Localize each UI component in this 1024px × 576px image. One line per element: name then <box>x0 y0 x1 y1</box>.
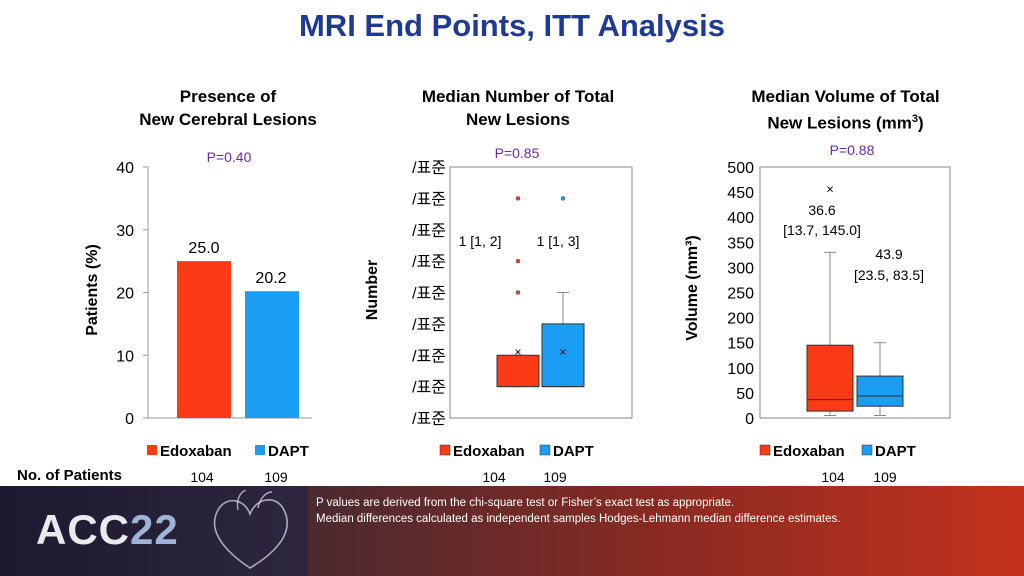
p3-box-edoxaban <box>806 344 854 412</box>
p2-box-edoxaban <box>496 354 540 388</box>
p2-y-tick-label: /표준 <box>412 317 446 334</box>
p2-outlier-dapt <box>560 196 566 201</box>
p2-y-tick-label: /표준 <box>412 348 446 365</box>
p3-annotation-edoxaban-iqr: [13.7, 145.0] <box>783 222 861 238</box>
panel2-title-line2: New Lesions <box>466 110 570 129</box>
p2-y-tick-label: /표준 <box>412 254 446 271</box>
p3-y-tick-label: 350 <box>727 235 754 252</box>
p1-y-tick-label: 20 <box>116 286 134 303</box>
p1-bar-dapt <box>245 291 299 418</box>
panel2-title-line1: Median Number of Total <box>421 87 615 106</box>
p2-legend-edoxaban: Edoxaban <box>453 443 525 460</box>
p1-bar-label: 25.0 <box>188 240 219 257</box>
panel3-title-line1: Median Volume of Total <box>751 87 940 106</box>
p3-box-dapt <box>856 375 904 407</box>
heart-outline-icon <box>213 490 288 569</box>
p2-outlier-edoxaban <box>515 196 521 201</box>
p1-y-tick-label: 30 <box>116 223 134 240</box>
p2-y-tick-label: /표준 <box>412 191 446 208</box>
p1-legend-swatch-dapt <box>255 445 265 455</box>
p1-y-tick-label: 10 <box>116 348 134 365</box>
p3-y-tick-label: 400 <box>727 210 754 227</box>
p3-plot-frame <box>759 166 951 419</box>
p1-y-tick-label: 0 <box>125 411 134 428</box>
footnote-line-2: Median differences calculated as indepen… <box>316 513 841 525</box>
p2-legend-swatch-edoxaban <box>439 444 451 456</box>
logo-suffix: 22 <box>130 506 179 553</box>
p2-y-axis-label: Number <box>364 260 381 320</box>
p3-y-tick-label: 250 <box>727 286 754 303</box>
p3-annotation-edoxaban-median: 36.6 <box>808 202 835 218</box>
logo-panel: ACC22 <box>0 486 308 576</box>
acc-logo: ACC22 <box>36 506 179 554</box>
no-of-patients-label: No. of Patients <box>17 467 123 484</box>
p3-pvalue: P=0.88 <box>830 142 875 158</box>
p1-y-axis-label: Patients (%) <box>84 244 101 336</box>
p2-mean-marker-edoxaban: × <box>514 345 521 359</box>
p3-legend-edoxaban: Edoxaban <box>773 443 845 460</box>
p3-y-tick-label: 0 <box>745 411 754 428</box>
panel1-title: Presence of New Cerebral Lesions <box>108 85 348 131</box>
panel3-title-sup: 3 <box>911 113 918 125</box>
p2-y-tick-label: /표준 <box>412 160 446 177</box>
p3-y-tick-label: 100 <box>727 361 754 378</box>
logo-prefix: ACC <box>36 506 130 553</box>
p3-legend-swatch-edoxaban <box>759 444 771 456</box>
p3-y-tick-label: 300 <box>727 260 754 277</box>
panel3-title-close: ) <box>918 113 924 133</box>
p2-mean-marker-dapt: × <box>559 345 566 359</box>
p3-y-tick-label: 50 <box>736 386 754 403</box>
p1-n-dapt: 109 <box>264 469 288 485</box>
p1-bar-label: 20.2 <box>255 270 286 287</box>
p2-legend-swatch-dapt <box>539 444 551 456</box>
p3-legend-dapt: DAPT <box>875 443 916 460</box>
p3-y-tick-label: 500 <box>727 160 754 177</box>
p3-annotation-dapt-iqr: [23.5, 83.5] <box>854 267 924 283</box>
p2-outlier-edoxaban <box>515 258 521 264</box>
p2-y-tick-label: /표준 <box>412 286 446 303</box>
page-title: MRI End Points, ITT Analysis <box>298 8 725 43</box>
p3-y-tick-label: 450 <box>727 185 754 202</box>
p2-y-tick-label: /표준 <box>412 411 446 428</box>
p3-annotation-dapt-median: 43.9 <box>875 246 902 262</box>
p2-legend-dapt: DAPT <box>553 443 594 460</box>
footer-banner: ACC22 P values are derived from the chi-… <box>0 486 1024 576</box>
panel3-title-line2-text: New Lesions (mm <box>767 113 912 133</box>
footnotes: P values are derived from the chi-square… <box>316 495 840 527</box>
p2-y-tick-label: /표준 <box>412 223 446 240</box>
p1-bar-edoxaban <box>177 261 231 418</box>
p2-annotation-dapt: 1 [1, 3] <box>537 233 580 249</box>
p1-n-edoxaban: 104 <box>190 469 214 485</box>
p2-outlier-edoxaban <box>515 290 521 295</box>
panel1-title-line1: Presence of <box>179 87 277 106</box>
panel1-title-line2: New Cerebral Lesions <box>139 110 317 129</box>
p2-box-dapt <box>541 323 585 388</box>
p2-pvalue: P=0.85 <box>495 145 540 161</box>
p1-legend-edoxaban: Edoxaban <box>160 443 232 460</box>
p3-y-tick-label: 150 <box>727 336 754 353</box>
p2-n-dapt: 109 <box>543 469 567 485</box>
panel2-title: Median Number of Total New Lesions <box>388 85 648 131</box>
charts-canvas: 0 10 20 30 40 Patients (%) P=0.40 25.0 20.2 Edoxa… <box>84 142 951 485</box>
p3-n-dapt: 109 <box>873 469 897 485</box>
p3-y-tick-label: 200 <box>727 311 754 328</box>
panel3-title: Median Volume of Total New Lesions (mm3) <box>718 85 973 135</box>
p1-pvalue: P=0.40 <box>207 149 252 165</box>
p2-n-edoxaban: 104 <box>482 469 506 485</box>
footnote-line-1: P values are derived from the chi-square… <box>316 497 735 509</box>
p3-n-edoxaban: 104 <box>821 469 845 485</box>
p2-annotation-edoxaban: 1 [1, 2] <box>459 233 502 249</box>
p3-legend-swatch-dapt <box>861 444 873 456</box>
p2-plot-frame <box>449 166 633 419</box>
p3-y-axis-label: Volume (mm³) <box>684 235 701 340</box>
p3-outlier-edoxaban: × <box>826 182 834 197</box>
p1-y-tick-label: 40 <box>116 160 134 177</box>
p1-legend-dapt: DAPT <box>268 443 309 460</box>
panel3-title-line2: New Lesions (mm3) <box>718 108 973 135</box>
p2-y-tick-label: /표준 <box>412 380 446 397</box>
p1-legend-swatch-edoxaban <box>147 445 157 455</box>
